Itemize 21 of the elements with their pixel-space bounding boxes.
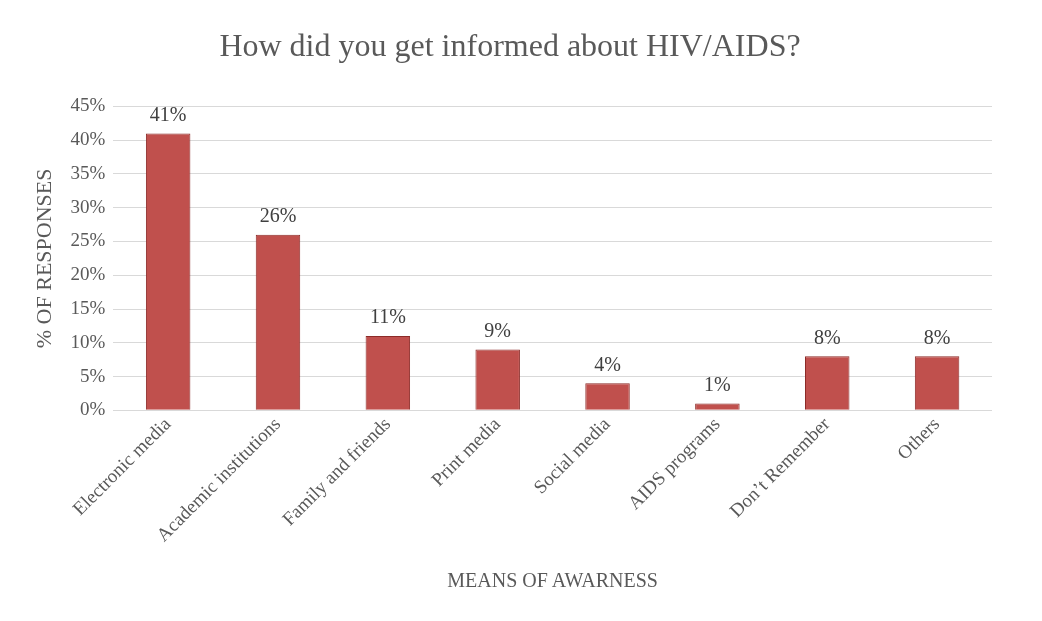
y-tick-label: 25%: [70, 229, 106, 251]
data-label: 9%: [484, 318, 512, 341]
y-tick-label: 0%: [79, 398, 106, 420]
y-tick-label: 5%: [79, 364, 106, 386]
y-tick-label: 40%: [70, 128, 106, 150]
y-tick-label: 30%: [70, 195, 106, 217]
chart-title: How did you get informed about HIV/AIDS?: [219, 26, 801, 63]
data-label: 41%: [149, 102, 187, 125]
y-tick-label: 15%: [70, 297, 106, 319]
data-label: 1%: [704, 372, 731, 395]
y-tick-label: 10%: [70, 330, 106, 352]
x-axis-title: MEANS OF AWARNESS: [447, 569, 658, 592]
data-label: 4%: [594, 352, 621, 375]
data-label: 8%: [923, 325, 951, 348]
y-tick-label: 20%: [70, 263, 106, 285]
data-label: 11%: [369, 305, 406, 328]
y-tick-label: 45%: [70, 94, 106, 116]
y-axis-title: % OF RESPONSES: [30, 168, 56, 349]
y-tick-label: 35%: [70, 161, 106, 183]
data-label: 8%: [813, 325, 841, 348]
data-label: 26%: [259, 203, 297, 226]
